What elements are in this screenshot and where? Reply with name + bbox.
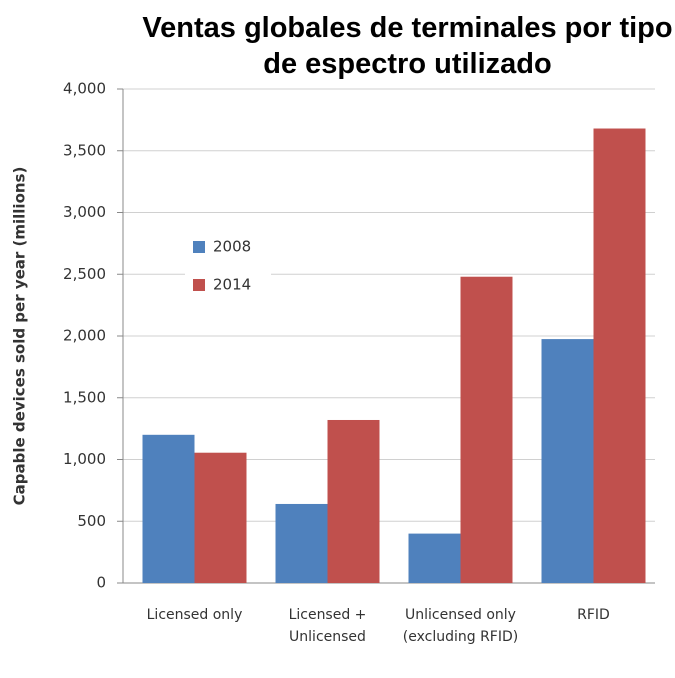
x-tick-label: RFID — [577, 607, 610, 623]
bar — [593, 128, 646, 583]
y-tick-label: 3,000 — [63, 203, 106, 221]
y-tick-label: 2,500 — [63, 265, 106, 283]
x-tick-label: Licensed only — [146, 607, 243, 623]
bar — [275, 503, 328, 583]
y-axis-label: Capable devices sold per year (millions) — [11, 167, 29, 506]
x-tick-label: Licensed + Unlicensed — [288, 607, 367, 645]
y-tick-label: 1,500 — [63, 388, 106, 406]
legend-swatch — [193, 241, 205, 253]
bar — [541, 339, 594, 583]
y-tick-label: 3,500 — [63, 141, 106, 159]
legend-swatch — [193, 279, 205, 291]
y-tick-label: 1,000 — [63, 450, 106, 468]
bar — [460, 276, 513, 583]
legend-label: 2014 — [213, 276, 251, 294]
bar — [408, 533, 461, 583]
y-tick-label: 4,000 — [63, 80, 106, 98]
bar — [142, 434, 195, 583]
y-tick-label: 2,000 — [63, 327, 106, 345]
bar — [194, 452, 247, 583]
legend-label: 2008 — [213, 238, 251, 256]
bar — [327, 419, 380, 583]
x-tick-label: Unlicensed only (excluding RFID) — [402, 607, 519, 645]
y-tick-label: 0 — [96, 574, 106, 592]
y-tick-label: 500 — [77, 512, 106, 530]
chart-title: Ventas globales de terminales por tipo d… — [142, 12, 673, 80]
